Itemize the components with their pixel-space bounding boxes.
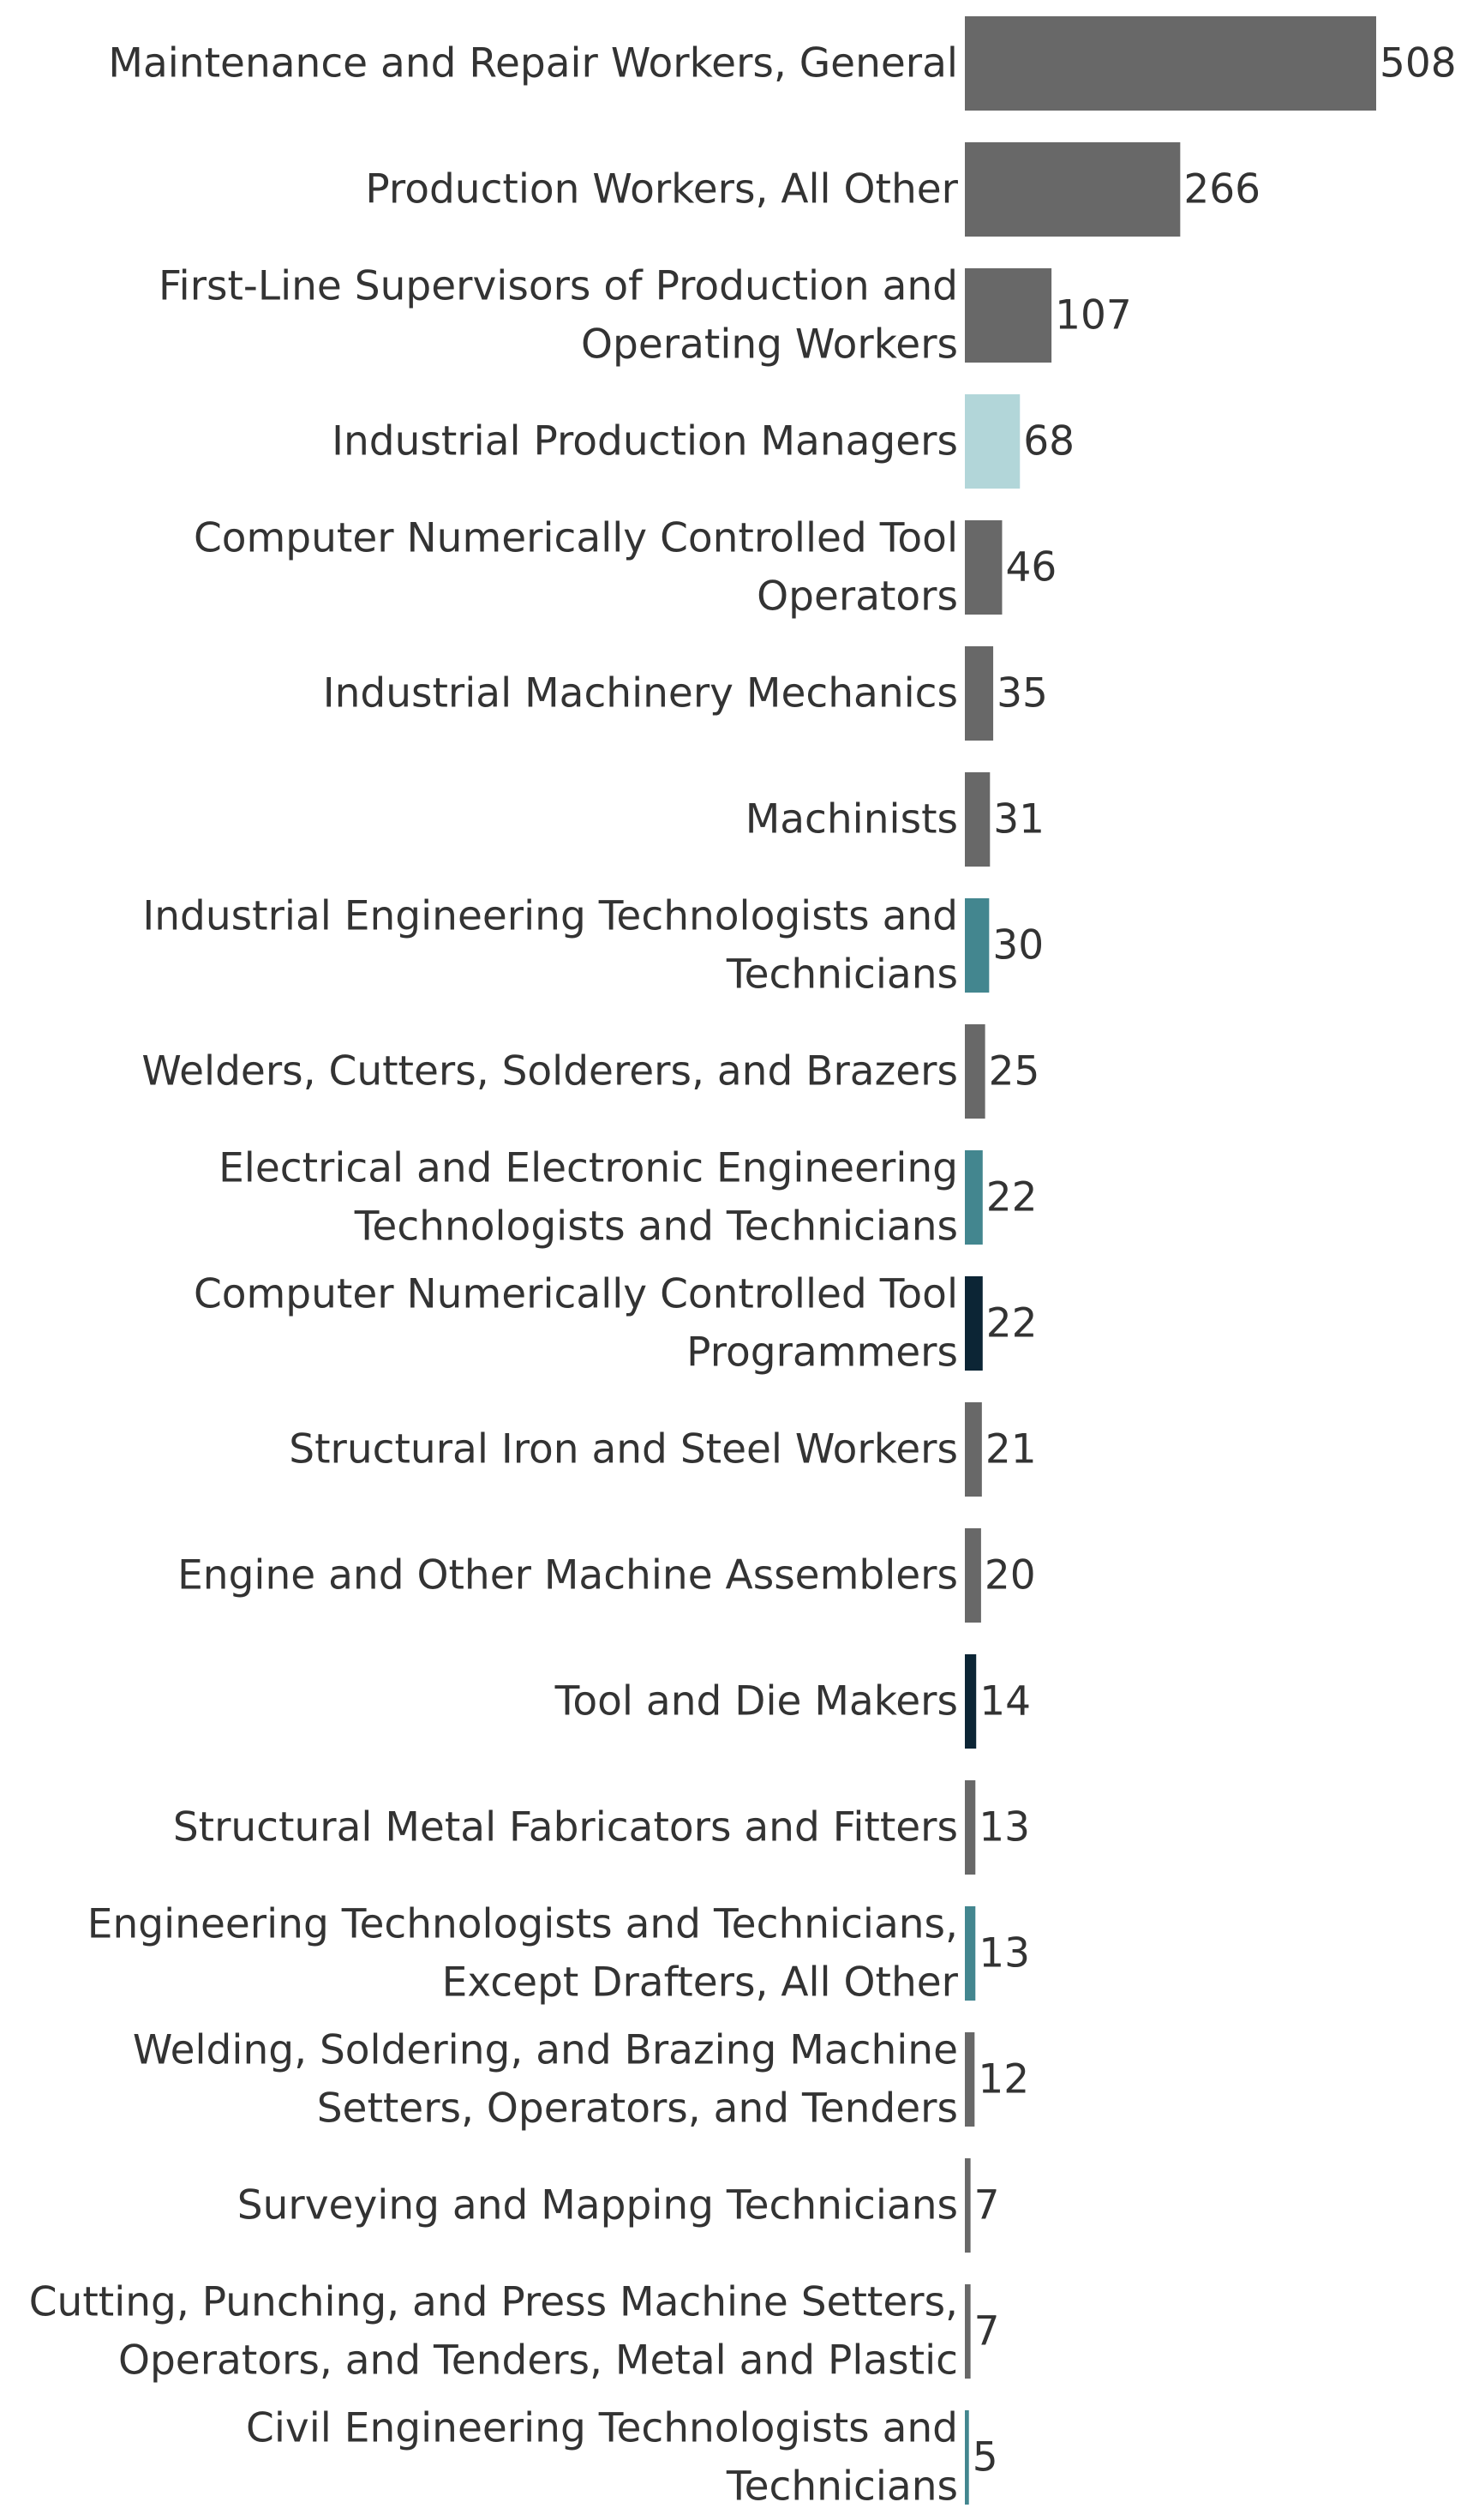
category-label-line: Programmers — [686, 1329, 958, 1377]
category-label-15: Engineering Technologists and Technician… — [87, 1901, 959, 2007]
category-label-line: Structural Metal Fabricators and Fitters — [173, 1804, 958, 1851]
category-label-11: Structural Iron and Steel Workers — [289, 1426, 958, 1473]
value-label-6: 31 — [993, 796, 1045, 843]
bar-11 — [965, 1402, 982, 1497]
category-label-line: Welding, Soldering, and Brazing Machine — [133, 2027, 958, 2074]
bar-2 — [965, 268, 1052, 363]
category-label-13: Tool and Die Makers — [554, 1678, 958, 1725]
category-label-3: Industrial Production Managers — [332, 418, 958, 465]
bar-1 — [965, 142, 1181, 237]
category-label-line: Surveying and Mapping Technicians — [237, 2182, 958, 2229]
category-label-line: Operators, and Tenders, Metal and Plasti… — [118, 2337, 958, 2385]
bar-4 — [965, 520, 1003, 615]
value-label-11: 21 — [985, 1426, 1037, 1473]
category-label-1: Production Workers, All Other — [365, 166, 958, 213]
bar-3 — [965, 394, 1021, 489]
bar-9 — [965, 1150, 983, 1245]
category-label-line: Cutting, Punching, and Press Machine Set… — [29, 2279, 958, 2326]
category-label-2: First-Line Supervisors of Production and… — [159, 263, 958, 369]
bar-17 — [965, 2158, 971, 2253]
bar-14 — [965, 1780, 976, 1875]
category-label-line: Maintenance and Repair Workers, General — [108, 40, 958, 87]
category-label-line: Setters, Operators, and Tenders — [317, 2085, 958, 2133]
category-label-line: Engineering Technologists and Technician… — [87, 1901, 958, 1948]
value-label-2: 107 — [1055, 292, 1132, 339]
bar-6 — [965, 772, 991, 867]
category-label-line: Except Drafters, All Other — [442, 1959, 959, 2007]
category-label-17: Surveying and Mapping Technicians — [237, 2182, 958, 2229]
value-label-13: 14 — [979, 1678, 1031, 1725]
value-label-19: 5 — [973, 2434, 998, 2481]
category-label-line: Computer Numerically Controlled Tool — [194, 1271, 958, 1318]
value-label-14: 13 — [979, 1804, 1030, 1851]
bar-16 — [965, 2032, 975, 2127]
category-label-19: Civil Engineering Technologists and Techn… — [246, 2405, 958, 2511]
bar-0 — [965, 16, 1376, 111]
category-label-7: Industrial Engineering Technologists and… — [142, 893, 958, 999]
bar-18 — [965, 2284, 971, 2379]
category-label-0: Maintenance and Repair Workers, General — [108, 40, 958, 87]
category-label-4: Computer Numerically Controlled Tool Oper… — [194, 515, 958, 621]
value-label-5: 35 — [997, 670, 1048, 717]
category-label-12: Engine and Other Machine Assemblers — [177, 1552, 958, 1599]
category-label-line: Operating Workers — [581, 321, 958, 369]
value-label-10: 22 — [986, 1300, 1038, 1347]
value-label-3: 68 — [1023, 418, 1075, 465]
category-label-line: Engine and Other Machine Assemblers — [177, 1552, 958, 1599]
bar-7 — [965, 898, 990, 993]
category-label-5: Industrial Machinery Mechanics — [323, 670, 958, 717]
value-label-1: 266 — [1183, 166, 1260, 213]
category-label-line: Welders, Cutters, Solderers, and Brazers — [141, 1048, 958, 1095]
category-label-line: Technicians — [726, 951, 958, 999]
value-label-16: 12 — [978, 2056, 1029, 2103]
category-label-8: Welders, Cutters, Solderers, and Brazers — [141, 1048, 958, 1095]
category-label-line: Industrial Production Managers — [332, 418, 958, 465]
value-label-9: 22 — [986, 1174, 1038, 1221]
bar-10 — [965, 1276, 983, 1371]
bar-12 — [965, 1528, 981, 1623]
value-label-18: 7 — [974, 2308, 1000, 2355]
category-label-14: Structural Metal Fabricators and Fitters — [173, 1804, 958, 1851]
bar-5 — [965, 646, 994, 741]
category-label-line: Tool and Die Makers — [554, 1678, 958, 1725]
category-label-line: Structural Iron and Steel Workers — [289, 1426, 958, 1473]
value-label-8: 25 — [989, 1048, 1040, 1095]
value-label-7: 30 — [992, 922, 1044, 969]
category-label-line: Operators — [757, 573, 958, 621]
category-label-line: Computer Numerically Controlled Tool — [194, 515, 958, 562]
bar-15 — [965, 1906, 976, 2001]
category-label-10: Computer Numerically Controlled Tool Prog… — [194, 1271, 958, 1377]
category-label-line: First-Line Supervisors of Production and — [159, 263, 958, 310]
value-label-17: 7 — [974, 2182, 1000, 2229]
category-label-18: Cutting, Punching, and Press Machine Set… — [29, 2279, 958, 2385]
category-label-line: Civil Engineering Technologists and — [246, 2405, 958, 2452]
category-label-line: Production Workers, All Other — [365, 166, 958, 213]
bar-19 — [965, 2410, 969, 2505]
category-label-9: Electrical and Electronic Engineering Tec… — [219, 1145, 958, 1251]
category-label-line: Industrial Machinery Mechanics — [323, 670, 958, 717]
value-label-15: 13 — [979, 1930, 1030, 1977]
category-label-16: Welding, Soldering, and Brazing Machine S… — [133, 2027, 958, 2133]
value-label-0: 508 — [1380, 40, 1457, 87]
category-label-line: Electrical and Electronic Engineering — [219, 1145, 958, 1192]
bar-13 — [965, 1654, 977, 1749]
bar-8 — [965, 1024, 985, 1119]
category-label-line: Technicians — [726, 2463, 958, 2511]
value-label-4: 46 — [1005, 544, 1057, 591]
value-label-12: 20 — [985, 1552, 1036, 1599]
category-label-line: Industrial Engineering Technologists and — [142, 893, 958, 940]
category-label-6: Machinists — [745, 796, 958, 843]
category-label-line: Machinists — [745, 796, 958, 843]
category-label-line: Technologists and Technicians — [354, 1203, 958, 1251]
